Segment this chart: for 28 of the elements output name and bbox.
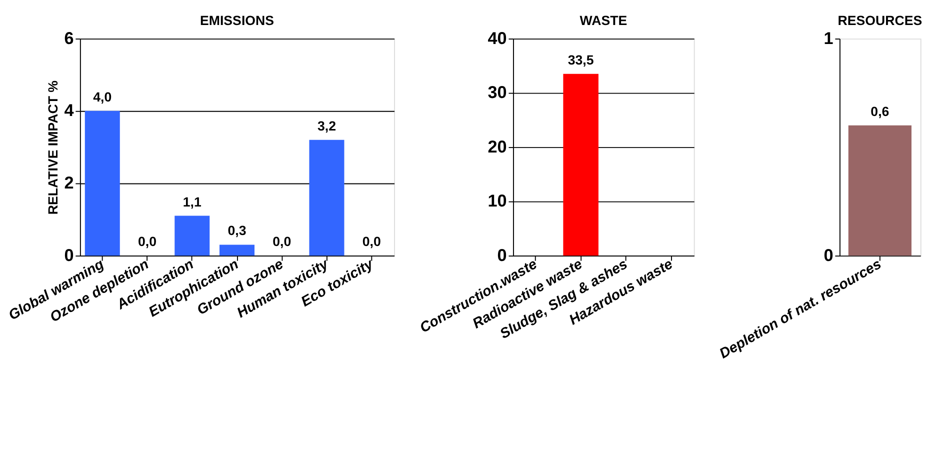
data-label: 1,1 <box>182 194 202 210</box>
y-tick-label: 2 <box>64 172 74 192</box>
y-tick-label: 0 <box>497 244 507 265</box>
y-tick-label: 30 <box>488 82 507 102</box>
y-tick-label: 20 <box>488 136 507 156</box>
bar <box>219 244 254 256</box>
bar <box>174 216 210 256</box>
data-label: 0,0 <box>362 234 381 250</box>
chart-title: EMISSIONS <box>200 13 274 28</box>
y-tick-label: 40 <box>488 28 507 48</box>
chart-title: WASTE <box>580 13 628 28</box>
y-tick-label: 0 <box>824 244 834 265</box>
bar <box>84 110 120 256</box>
data-label: 3,2 <box>317 118 336 134</box>
y-tick-label: 6 <box>64 28 74 48</box>
y-tick-label: 1 <box>824 28 834 48</box>
y-tick-label: 4 <box>64 100 74 120</box>
y-axis-title: RELATIVE IMPACT % <box>46 80 61 215</box>
data-label: 0,6 <box>870 104 890 119</box>
data-label: 0,0 <box>272 234 292 250</box>
chart-title: RESOURCES <box>838 13 922 28</box>
bar <box>309 140 344 256</box>
data-label: 0,0 <box>138 234 157 250</box>
y-tick-label: 0 <box>64 244 74 265</box>
data-label: 33,5 <box>568 52 594 68</box>
y-tick-label: 10 <box>488 190 507 211</box>
data-label: 0,3 <box>228 223 246 238</box>
data-label: 4,0 <box>93 89 112 104</box>
